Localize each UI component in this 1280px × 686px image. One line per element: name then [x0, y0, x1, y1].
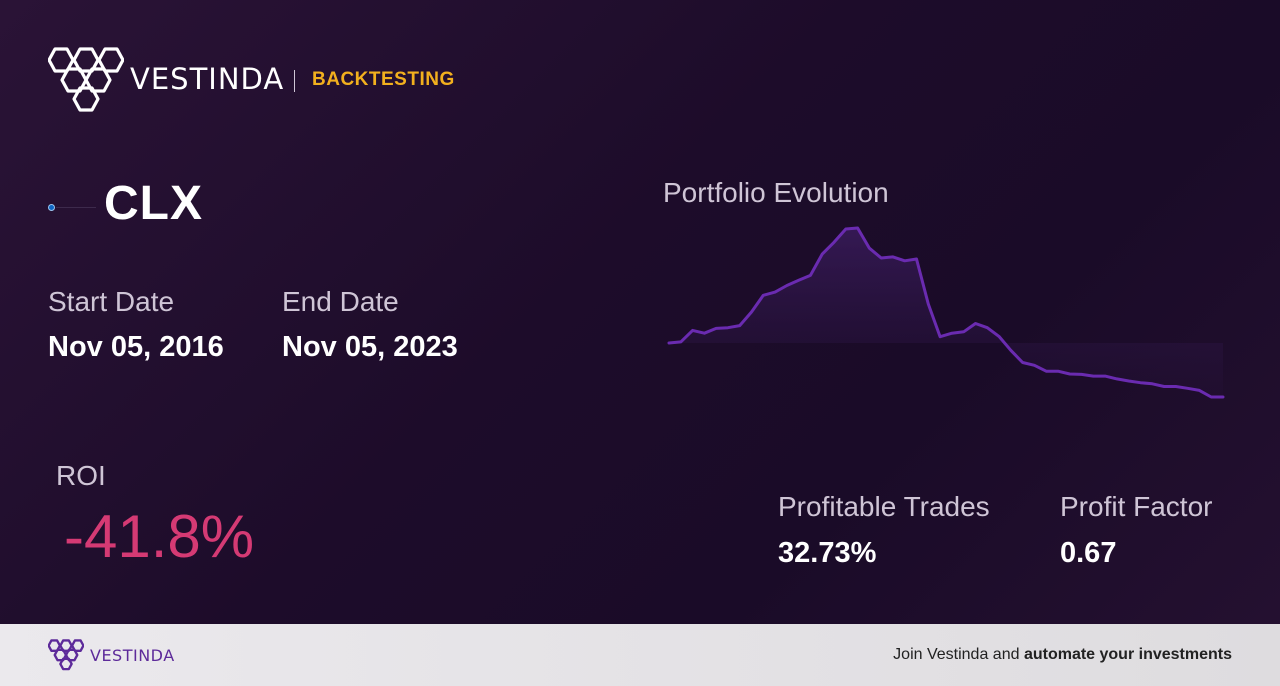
company-logo-icon — [48, 204, 55, 211]
footer: VESTINDA Join Vestinda and automate your… — [0, 624, 1280, 686]
chart-title: Portfolio Evolution — [663, 177, 889, 208]
hexagon-cluster-logo-icon — [48, 47, 124, 112]
portfolio-area — [669, 228, 1223, 397]
profitable-trades-value: 32.73% — [778, 537, 877, 569]
start-date-value: Nov 05, 2016 — [48, 331, 224, 363]
end-date-label: End Date — [282, 286, 399, 317]
header-divider — [294, 70, 295, 92]
footer-cta[interactable]: Join Vestinda and automate your investme… — [893, 646, 1232, 664]
end-date-value: Nov 05, 2023 — [282, 331, 458, 363]
company-logo-line — [56, 207, 96, 208]
main-panel: VESTINDA BACKTESTING CLX Start Date Nov … — [0, 0, 1280, 624]
ticker-symbol: CLX — [104, 177, 203, 230]
profit-factor-value: 0.67 — [1060, 537, 1117, 569]
brand-name: VESTINDA — [130, 62, 285, 96]
portfolio-line — [667, 226, 1225, 399]
footer-brand[interactable]: VESTINDA — [90, 646, 175, 665]
start-date-label: Start Date — [48, 286, 175, 317]
roi-value: -41.8% — [64, 503, 255, 570]
footer-logo-icon — [48, 639, 84, 671]
portfolio-chart — [667, 226, 1225, 399]
profitable-trades-label: Profitable Trades — [778, 491, 990, 522]
profit-factor-label: Profit Factor — [1060, 491, 1213, 522]
roi-label: ROI — [56, 460, 106, 491]
header: VESTINDA BACKTESTING — [48, 46, 454, 114]
footer-cta-prefix: Join Vestinda and — [893, 646, 1024, 663]
section-title: BACKTESTING — [312, 69, 455, 90]
footer-cta-bold: automate your investments — [1023, 646, 1232, 663]
